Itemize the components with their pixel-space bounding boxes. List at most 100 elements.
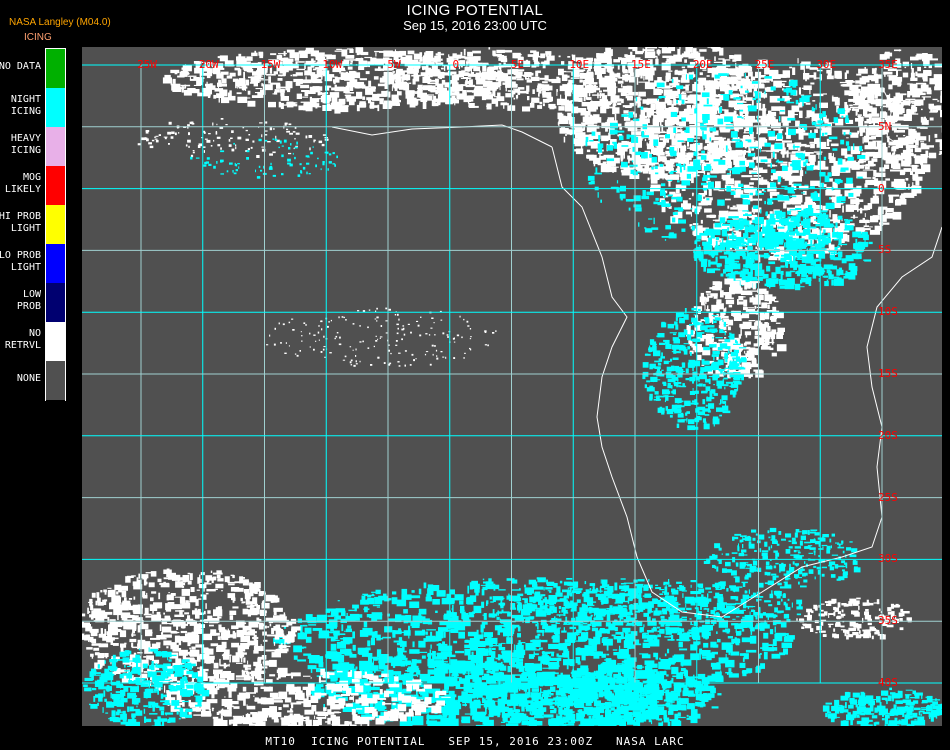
cloud-pixel	[894, 49, 902, 52]
cloud-pixel	[785, 202, 791, 205]
cloud-pixel	[775, 322, 781, 324]
cloud-pixel	[897, 82, 900, 87]
cloud-pixel	[437, 94, 447, 99]
cloud-pixel	[673, 338, 680, 344]
cloud-pixel	[759, 147, 761, 153]
cloud-pixel	[516, 78, 524, 81]
cloud-pixel	[662, 167, 665, 174]
cloud-pixel	[769, 69, 779, 77]
cloud-pixel	[574, 84, 580, 89]
cloud-pixel	[791, 183, 797, 190]
cloud-pixel	[873, 121, 875, 126]
cloud-pixel	[648, 59, 653, 65]
cloud-pixel	[746, 350, 755, 357]
cloud-pixel	[681, 133, 688, 136]
cloud-pixel	[719, 255, 728, 259]
cloud-pixel	[564, 89, 568, 95]
cloud-pixel	[607, 66, 615, 69]
cloud-pixel	[777, 176, 782, 183]
cloud-pixel	[241, 61, 251, 68]
cloud-pixel	[843, 132, 846, 136]
cloud-pixel	[314, 75, 319, 79]
cloud-pixel	[815, 104, 817, 110]
cloud-pixel	[503, 103, 505, 109]
cloud-pixel	[741, 375, 744, 381]
cloud-pixel	[437, 71, 445, 79]
cloud-pixel	[394, 88, 398, 92]
cloud-pixel	[393, 54, 399, 62]
cloud-pixel	[730, 383, 739, 388]
cloud-pixel	[663, 130, 665, 133]
cloud-pixel	[712, 219, 723, 221]
cloud-pixel	[456, 56, 459, 63]
cloud-pixel	[349, 49, 354, 53]
cloud-pixel	[218, 79, 221, 85]
cloud-pixel	[806, 165, 814, 171]
cloud-pixel	[704, 414, 710, 416]
cloud-pixel	[797, 143, 807, 147]
cloud-pixel	[720, 167, 729, 170]
cloud-pixel	[780, 257, 785, 260]
cloud-pixel	[567, 56, 571, 58]
cloud-pixel	[668, 205, 672, 209]
cloud-pixel	[733, 343, 741, 345]
cloud-pixel	[707, 181, 714, 188]
cloud-pixel	[395, 51, 403, 58]
cloud-pixel	[691, 175, 694, 184]
cloud-pixel	[441, 91, 451, 97]
cloud-pixel	[738, 334, 742, 339]
cloud-pixel	[307, 90, 316, 94]
cloud-pixel	[493, 65, 502, 68]
cloud-pixel	[629, 47, 638, 49]
cloud-pixel	[769, 218, 771, 225]
cloud-pixel	[628, 91, 638, 96]
cloud-pixel	[765, 302, 771, 304]
cloud-pixel	[866, 129, 876, 136]
cloud-pixel	[858, 114, 862, 116]
cloud-pixel	[586, 149, 591, 153]
cloud-pixel	[769, 192, 780, 196]
cloud-pixel	[137, 143, 142, 146]
cloud-pixel	[740, 270, 744, 277]
cloud-pixel	[790, 256, 792, 263]
cloud-pixel	[712, 347, 716, 351]
cloud-pixel	[871, 135, 876, 140]
cloud-pixel	[217, 56, 221, 59]
cloud-pixel	[730, 228, 739, 230]
cloud-pixel	[607, 89, 616, 97]
cloud-pixel	[764, 235, 772, 239]
cloud-pixel	[661, 409, 665, 415]
cloud-pixel	[678, 158, 681, 166]
cloud-pixel	[788, 97, 792, 100]
cloud-pixel	[733, 110, 737, 115]
cloud-pixel	[694, 324, 702, 331]
cloud-pixel	[189, 77, 191, 80]
cloud-pixel	[757, 115, 759, 122]
cloud-pixel	[338, 106, 349, 113]
cloud-pixel	[873, 73, 878, 81]
cloud-pixel	[475, 76, 481, 80]
cloud-pixel	[801, 210, 809, 212]
cloud-pixel	[822, 205, 829, 211]
cloud-pixel	[864, 213, 866, 218]
cloud-pixel	[586, 154, 595, 159]
cloud-pixel	[745, 341, 751, 345]
cloud-pixel	[305, 104, 313, 112]
cloud-pixel	[512, 52, 521, 59]
cloud-pixel	[537, 105, 543, 109]
cloud-pixel	[368, 80, 372, 88]
cloud-pixel	[745, 90, 749, 93]
cloud-pixel	[538, 89, 542, 94]
cloud-pixel	[802, 224, 811, 228]
cloud-pixel	[744, 226, 748, 234]
cloud-pixel	[727, 168, 734, 171]
cloud-pixel	[894, 69, 902, 71]
cloud-pixel	[733, 76, 737, 84]
cloud-pixel	[656, 395, 660, 401]
cloud-pixel	[472, 50, 481, 54]
cloud-pixel	[259, 52, 264, 57]
cloud-pixel	[796, 270, 801, 277]
cloud-pixel	[673, 79, 681, 83]
cloud-pixel	[491, 97, 494, 104]
cloud-pixel	[704, 80, 714, 88]
